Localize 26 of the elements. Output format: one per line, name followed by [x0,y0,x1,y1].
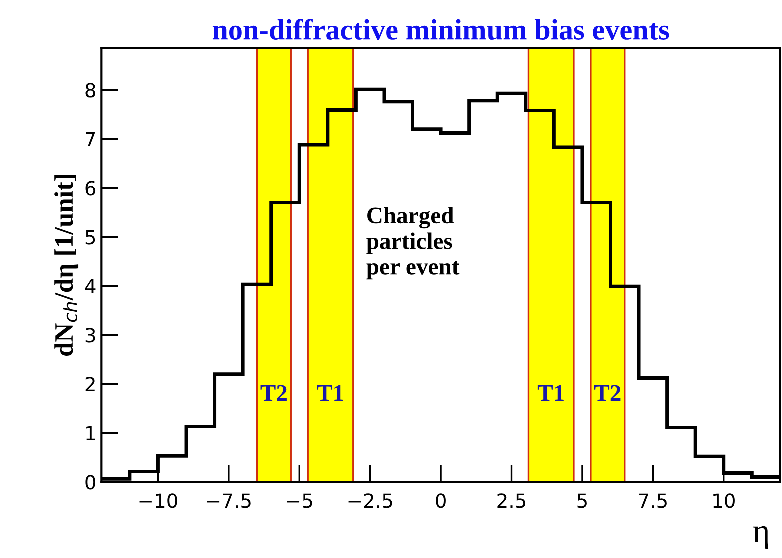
band-label: T2 [594,385,621,401]
y-tick-label: 5 [86,230,96,245]
x-tick-label: 5 [578,494,587,508]
x-tick-label: −7.5 [207,494,251,508]
annotation: Charged particles per event [366,207,460,280]
x-tick-label: −10 [140,494,178,508]
x-tick-label: −5 [287,494,312,508]
y-tick-label: 3 [86,328,96,343]
y-tick-label: 4 [85,279,96,294]
x-tick-label: 10 [714,494,735,508]
x-tick-label: 2.5 [498,494,526,508]
y-tick-label: 0 [86,475,96,490]
y-tick-label: 8 [86,83,96,98]
chart-title: non-diffractive minimum bias events [212,19,670,40]
y-tick-label: 2 [86,377,95,392]
x-tick-label: 7.5 [639,494,667,508]
band-label: T1 [317,385,344,401]
y-tick-label: 6 [86,181,96,196]
y-axis-title: dN$_{ch}$/dη [1/unit] [54,175,79,356]
band-label: T1 [538,385,564,401]
x-tick-label: −2.5 [348,494,392,508]
y-tick-label: 1 [86,426,96,440]
x-tick-label: 0 [436,494,446,508]
x-axis-title: η [753,526,769,550]
band-label: T2 [260,385,287,401]
y-tick-label: 7 [86,132,96,147]
